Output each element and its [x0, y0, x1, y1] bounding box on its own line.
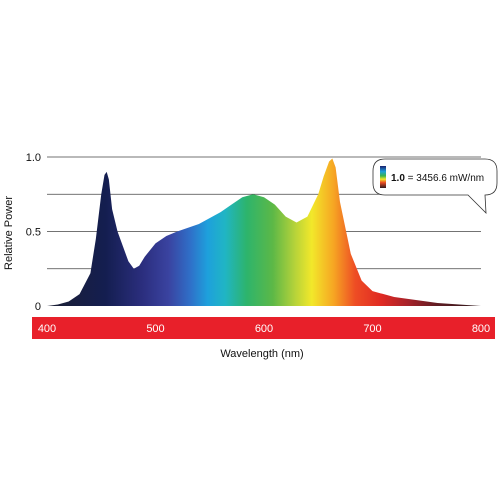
- callout-value-bold: 1.0: [391, 173, 405, 184]
- x-tick-label: 400: [38, 323, 56, 335]
- y-tick-label: 0.5: [26, 227, 41, 239]
- x-axis-band: [32, 317, 495, 339]
- x-tick-labels: 400 500 600 700 800: [38, 323, 490, 335]
- x-axis-label: Wavelength (nm): [220, 348, 303, 360]
- x-tick-label: 700: [363, 323, 381, 335]
- y-tick-labels: 0 0.5 1.0: [26, 152, 41, 313]
- x-tick-label: 500: [146, 323, 164, 335]
- y-tick-label: 0: [35, 301, 41, 313]
- spectrum-area: [47, 158, 481, 306]
- callout-text: 1.0 = 3456.6 mW/nm: [391, 173, 484, 184]
- y-axis-label: Relative Power: [3, 196, 15, 270]
- callout-value-rest: = 3456.6 mW/nm: [405, 173, 484, 184]
- color-scale-icon: [380, 166, 386, 188]
- spectrum-area-layer: [47, 158, 481, 306]
- x-tick-label: 600: [255, 323, 273, 335]
- callout-shape: [372, 158, 498, 215]
- callout-bubble: 1.0 = 3456.6 mW/nm: [372, 158, 498, 215]
- y-tick-label: 1.0: [26, 152, 41, 164]
- x-tick-label: 800: [472, 323, 490, 335]
